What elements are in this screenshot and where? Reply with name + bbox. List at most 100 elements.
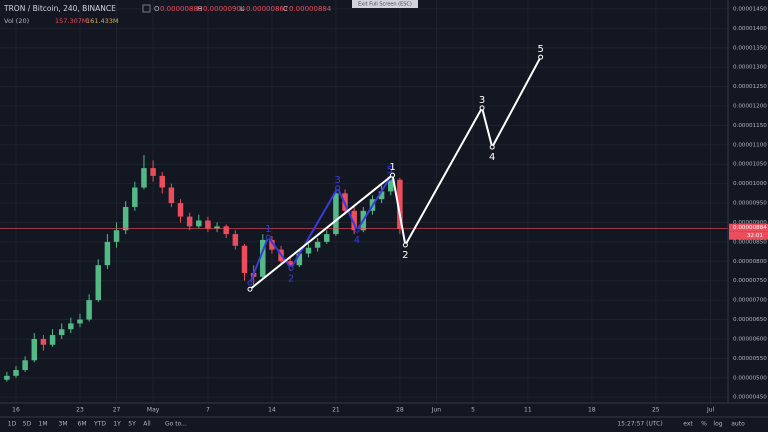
wave-label: 1: [389, 162, 395, 173]
y-tick-label: 0.00000600: [733, 336, 767, 342]
range-button[interactable]: 1M: [39, 421, 48, 428]
candle-body: [150, 168, 156, 176]
wave-point: [538, 54, 544, 60]
y-tick-label: 0.00000950: [733, 201, 767, 207]
range-button[interactable]: YTD: [93, 421, 106, 428]
y-tick-label: 0.00000700: [733, 298, 767, 304]
countdown-box: [729, 231, 768, 240]
ohlc-key: C: [283, 5, 288, 13]
y-tick-label: 0.00001250: [733, 84, 767, 90]
wave-point: [247, 286, 253, 292]
candle-body: [4, 375, 10, 380]
range-button[interactable]: 6M: [78, 421, 87, 428]
range-button[interactable]: 1Y: [113, 421, 121, 428]
wave-line: [249, 56, 542, 291]
ohlc-value: 0.00000904: [203, 5, 246, 13]
y-tick-label: 0.00000500: [733, 375, 767, 381]
range-button[interactable]: 5D: [23, 421, 32, 428]
wave-label: 1: [265, 224, 271, 235]
x-tick-label: 27: [113, 407, 121, 414]
y-tick-label: 0.00001050: [733, 162, 767, 168]
toolbar-log[interactable]: log: [713, 421, 722, 428]
wave-point: [288, 265, 294, 271]
wave-label: 2: [288, 273, 294, 284]
y-tick-label: 0.00000650: [733, 317, 767, 323]
candle-body: [49, 335, 56, 345]
toolbar-goto[interactable]: Go to...: [165, 421, 187, 428]
x-tick-label: 16: [12, 407, 20, 414]
candle-body: [22, 360, 28, 370]
ohlc-value: 0.00000884: [289, 5, 332, 13]
x-tick-label: 7: [206, 407, 210, 414]
y-tick-label: 0.00001300: [733, 65, 767, 71]
wave-point: [354, 227, 360, 233]
tooltip-box: [352, 0, 418, 8]
candle-body: [141, 168, 147, 188]
candle-body: [324, 234, 330, 242]
candle-body: [113, 230, 120, 242]
candle-body: [333, 193, 339, 235]
x-tick-label: 21: [332, 407, 340, 414]
x-tick-label: Jul: [706, 407, 715, 414]
tooltip[interactable]: Exit Full Screen (ESC): [358, 2, 412, 8]
y-tick-label: 0.00000850: [733, 239, 767, 245]
candle-body: [68, 323, 74, 330]
ohlc-key: H: [197, 5, 202, 13]
candle-body: [77, 319, 83, 324]
candle-body: [223, 226, 229, 235]
toolbar-auto[interactable]: auto: [731, 421, 745, 428]
candle-body: [168, 187, 175, 204]
wave-line: [249, 177, 391, 284]
range-button[interactable]: 5Y: [128, 421, 136, 428]
ohlc-key: O: [154, 5, 160, 13]
candle-body: [132, 187, 138, 207]
candle-body: [351, 210, 357, 231]
range-button[interactable]: 1D: [8, 421, 17, 428]
y-tick-label: 0.00001200: [733, 103, 767, 109]
toolbar-time[interactable]: 15:27:57 (UTC): [617, 421, 662, 428]
y-tick-label: 0.00000800: [733, 259, 767, 265]
candle-body: [186, 216, 193, 227]
candle-body: [122, 206, 129, 231]
candle-body: [31, 338, 38, 361]
volume-label: Vol (20): [4, 17, 29, 25]
wave-point: [335, 185, 341, 191]
toolbar-ext[interactable]: ext: [683, 421, 693, 428]
candle-body: [205, 220, 211, 229]
ohlc-value: 0.00000867: [246, 5, 288, 13]
candle-body: [232, 234, 239, 246]
icon[interactable]: [142, 4, 151, 13]
y-tick-label: 0.00001100: [733, 142, 767, 148]
volume-value: 157.307M: [55, 17, 88, 25]
wave-point: [489, 144, 495, 150]
candle-body: [305, 247, 312, 254]
y-tick-label: 0.00000750: [733, 278, 767, 284]
wave-point: [402, 242, 408, 248]
wave-point: [247, 280, 253, 286]
candle-body: [159, 175, 165, 188]
candle-body: [378, 191, 385, 200]
y-tick-label: 0.00001450: [733, 6, 767, 12]
wave-label: 5: [537, 44, 543, 55]
toolbar-pct[interactable]: %: [701, 421, 707, 428]
range-button[interactable]: 3M: [59, 421, 68, 428]
x-tick-label: 28: [396, 407, 404, 414]
range-button[interactable]: All: [143, 421, 151, 428]
volume-value: 161.433M: [86, 17, 119, 25]
ohlc-value: 0.00000889: [160, 5, 202, 13]
y-tick-label: 0.00001350: [733, 45, 767, 51]
candle-body: [387, 179, 394, 192]
y-tick-label: 0.00001150: [733, 123, 767, 129]
x-tick-label: 18: [588, 407, 596, 414]
candle-body: [177, 203, 184, 217]
wave-label: 3: [479, 95, 485, 106]
x-tick-label: 23: [76, 407, 84, 414]
x-tick-label: Jun: [431, 407, 442, 414]
y-tick-label: 0.00001400: [733, 26, 767, 32]
candle-body: [287, 261, 293, 266]
candle-body: [40, 338, 47, 345]
candle-body: [260, 239, 266, 277]
y-tick-label: 0.00000450: [733, 395, 767, 401]
candle-body: [58, 329, 65, 336]
